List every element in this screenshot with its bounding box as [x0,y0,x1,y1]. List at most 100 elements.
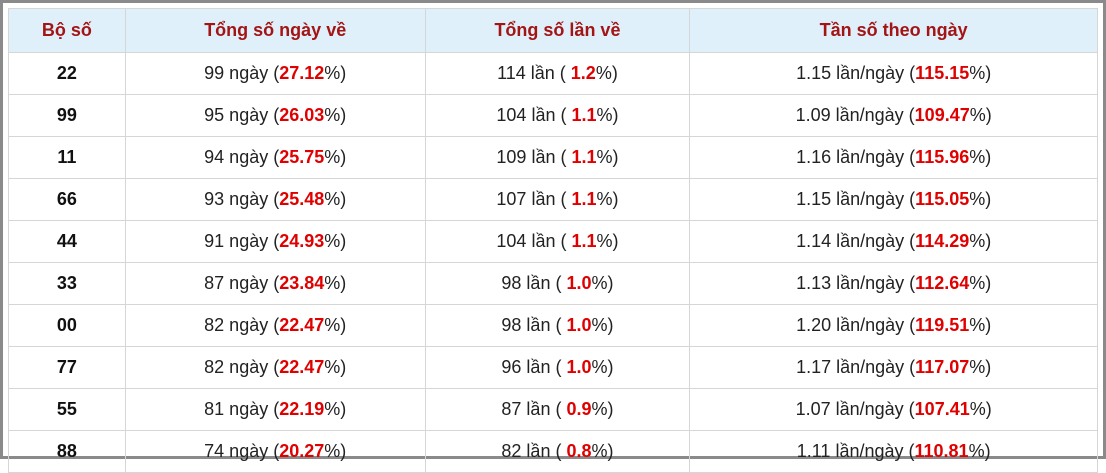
cell-text: 1.16 lần/ngày ( [796,147,916,167]
stat-cell: 1.16 lần/ngày (115.96%) [689,136,1098,179]
number-pair: 22 [8,52,126,95]
cell-text: %) [591,441,614,461]
stat-cell: 82 lần ( 0.8%) [424,430,691,473]
cell-text: 104 lần ( [496,105,572,125]
percent-value: 1.0 [566,273,592,293]
stat-cell: 98 lần ( 1.0%) [424,304,691,347]
cell-text: %) [324,273,347,293]
percent-value: 1.1 [571,189,597,209]
cell-text: 91 ngày ( [204,231,280,251]
cell-text: 1.09 lần/ngày ( [795,105,915,125]
cell-text: %) [596,147,619,167]
cell-text: %) [324,147,347,167]
percent-value: 109.47 [914,105,970,125]
header-cell: Bộ số [8,8,126,53]
stat-cell: 107 lần ( 1.1%) [424,178,691,221]
cell-text: 87 lần ( [501,399,567,419]
percent-value: 110.81 [914,441,969,461]
stat-cell: 87 lần ( 0.9%) [424,388,691,431]
number-pair: 55 [8,388,126,431]
percent-value: 107.41 [914,399,970,419]
number-pair: 99 [8,94,126,137]
cell-text: %) [324,441,347,461]
percent-value: 1.1 [571,105,597,125]
table-row: 88 74 ngày (20.27%) 82 lần ( 0.8%) 1.11 lần… [8,430,1098,473]
percent-value: 20.27 [279,441,325,461]
percent-value: 115.15 [915,63,970,83]
number-pair: 88 [8,430,126,473]
stat-cell: 91 ngày (24.93%) [124,220,426,263]
number-pair: 44 [8,220,126,263]
percent-value: 24.93 [279,231,325,251]
stat-cell: 95 ngày (26.03%) [124,94,426,137]
percent-value: 115.05 [915,189,970,209]
percent-value: 1.0 [566,315,592,335]
number-pair: 77 [8,346,126,389]
table-row: 00 82 ngày (22.47%) 98 lần ( 1.0%) 1.20 lần… [8,304,1098,347]
cell-text: 82 ngày ( [204,357,280,377]
cell-text: %) [969,315,992,335]
cell-text: 114 lần ( [497,63,571,83]
table-body: 22 99 ngày (27.12%) 114 lần ( 1.2%) 1.15 lầ… [8,52,1098,473]
cell-text: 107 lần ( [496,189,572,209]
stat-cell: 1.15 lần/ngày (115.15%) [689,52,1098,95]
stat-cell: 1.07 lần/ngày (107.41%) [689,388,1098,431]
header-cell: Tần số theo ngày [689,8,1098,53]
cell-text: 1.15 lần/ngày ( [796,189,916,209]
table-row: 33 87 ngày (23.84%) 98 lần ( 1.0%) 1.13 lần… [8,262,1098,305]
table-row: 66 93 ngày (25.48%) 107 lần ( 1.1%) 1.15 lầ… [8,178,1098,221]
cell-text: 109 lần ( [496,147,572,167]
cell-text: %) [969,231,992,251]
number-pair: 33 [8,262,126,305]
cell-text: 1.20 lần/ngày ( [796,315,916,335]
cell-text: 96 lần ( [501,357,567,377]
cell-text: 74 ngày ( [204,441,280,461]
stat-cell: 1.20 lần/ngày (119.51%) [689,304,1098,347]
number-pair: 11 [8,136,126,179]
percent-value: 119.51 [915,315,970,335]
cell-text: 104 lần ( [496,231,572,251]
header-cell: Tổng số ngày về [124,8,426,53]
cell-text: %) [969,399,992,419]
cell-text: %) [969,357,992,377]
percent-value: 22.47 [279,315,325,335]
percent-value: 0.9 [566,399,592,419]
cell-text: 98 lần ( [501,315,567,335]
cell-text: 1.15 lần/ngày ( [796,63,916,83]
stats-table: Bộ số Tổng số ngày về Tổng số lần về Tần số… [8,8,1098,473]
cell-text: %) [324,357,347,377]
cell-text: %) [324,231,347,251]
stat-cell: 104 lần ( 1.1%) [424,220,691,263]
header-row: Bộ số Tổng số ngày về Tổng số lần về Tần số… [8,8,1098,53]
stat-cell: 96 lần ( 1.0%) [424,346,691,389]
stat-cell: 1.17 lần/ngày (117.07%) [689,346,1098,389]
number-pair: 00 [8,304,126,347]
cell-text: 1.14 lần/ngày ( [796,231,916,251]
cell-text: %) [969,147,992,167]
cell-text: 82 ngày ( [204,315,280,335]
cell-text: %) [596,105,619,125]
percent-value: 0.8 [566,441,592,461]
cell-text: 1.11 lần/ngày ( [796,441,915,461]
cell-text: %) [591,315,614,335]
cell-text: %) [591,273,614,293]
cell-text: 95 ngày ( [204,105,280,125]
cell-text: 1.17 lần/ngày ( [796,357,916,377]
stat-cell: 1.11 lần/ngày (110.81%) [689,430,1098,473]
percent-value: 1.1 [571,231,597,251]
percent-value: 22.19 [279,399,325,419]
stat-cell: 94 ngày (25.75%) [124,136,426,179]
cell-text: 87 ngày ( [204,273,280,293]
cell-text: 93 ngày ( [204,189,280,209]
cell-text: %) [968,441,991,461]
stat-cell: 74 ngày (20.27%) [124,430,426,473]
stat-cell: 109 lần ( 1.1%) [424,136,691,179]
cell-text: %) [595,63,618,83]
cell-text: %) [596,189,619,209]
table-row: 44 91 ngày (24.93%) 104 lần ( 1.1%) 1.14 lầ… [8,220,1098,263]
cell-text: 99 ngày ( [204,63,280,83]
percent-value: 112.64 [915,273,970,293]
cell-text: 82 lần ( [501,441,567,461]
cell-text: %) [324,189,347,209]
stat-cell: 104 lần ( 1.1%) [424,94,691,137]
